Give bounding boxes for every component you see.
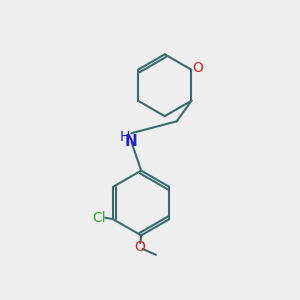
Text: H: H	[120, 130, 130, 144]
Text: O: O	[193, 61, 203, 75]
Text: N: N	[125, 134, 138, 149]
Text: Cl: Cl	[92, 211, 106, 225]
Text: O: O	[134, 240, 145, 254]
